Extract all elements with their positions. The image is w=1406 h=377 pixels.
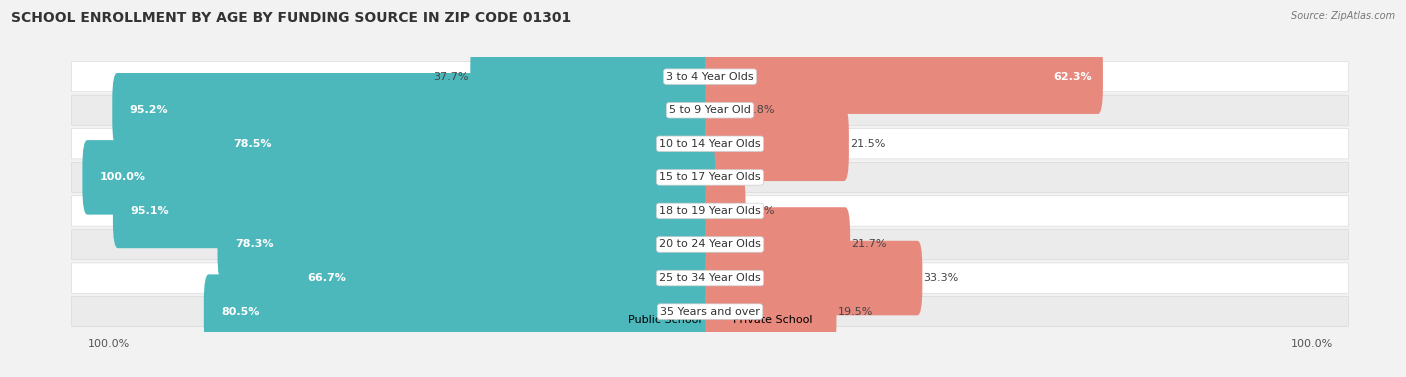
FancyBboxPatch shape — [704, 207, 851, 282]
FancyBboxPatch shape — [290, 241, 716, 315]
Text: 78.5%: 78.5% — [233, 139, 273, 149]
Text: 78.3%: 78.3% — [235, 239, 273, 250]
Text: 95.1%: 95.1% — [131, 206, 169, 216]
Text: 66.7%: 66.7% — [307, 273, 346, 283]
FancyBboxPatch shape — [112, 174, 716, 248]
FancyBboxPatch shape — [704, 107, 849, 181]
FancyBboxPatch shape — [72, 196, 1348, 226]
FancyBboxPatch shape — [704, 274, 837, 349]
Text: SCHOOL ENROLLMENT BY AGE BY FUNDING SOURCE IN ZIP CODE 01301: SCHOOL ENROLLMENT BY AGE BY FUNDING SOUR… — [11, 11, 571, 25]
FancyBboxPatch shape — [704, 241, 922, 315]
FancyBboxPatch shape — [204, 274, 716, 349]
Text: 33.3%: 33.3% — [924, 273, 959, 283]
Legend: Public School, Private School: Public School, Private School — [603, 310, 817, 329]
Text: 37.7%: 37.7% — [433, 72, 470, 82]
Text: 80.5%: 80.5% — [221, 307, 260, 317]
Text: 35 Years and over: 35 Years and over — [659, 307, 761, 317]
Text: 0.0%: 0.0% — [716, 172, 745, 182]
Text: 4.9%: 4.9% — [747, 206, 775, 216]
Text: 100.0%: 100.0% — [1291, 339, 1333, 349]
FancyBboxPatch shape — [72, 162, 1348, 193]
Text: 21.7%: 21.7% — [852, 239, 887, 250]
Text: 100.0%: 100.0% — [87, 339, 129, 349]
FancyBboxPatch shape — [218, 207, 716, 282]
FancyBboxPatch shape — [72, 297, 1348, 327]
Text: 100.0%: 100.0% — [100, 172, 146, 182]
FancyBboxPatch shape — [217, 107, 716, 181]
Text: 4.8%: 4.8% — [747, 105, 775, 115]
Text: 19.5%: 19.5% — [838, 307, 873, 317]
FancyBboxPatch shape — [704, 40, 1102, 114]
Text: Source: ZipAtlas.com: Source: ZipAtlas.com — [1291, 11, 1395, 21]
Text: 10 to 14 Year Olds: 10 to 14 Year Olds — [659, 139, 761, 149]
FancyBboxPatch shape — [72, 229, 1348, 260]
Text: 25 to 34 Year Olds: 25 to 34 Year Olds — [659, 273, 761, 283]
Text: 20 to 24 Year Olds: 20 to 24 Year Olds — [659, 239, 761, 250]
FancyBboxPatch shape — [470, 40, 716, 114]
FancyBboxPatch shape — [72, 263, 1348, 293]
Text: 95.2%: 95.2% — [129, 105, 169, 115]
Text: 18 to 19 Year Olds: 18 to 19 Year Olds — [659, 206, 761, 216]
FancyBboxPatch shape — [83, 140, 716, 215]
Text: 21.5%: 21.5% — [851, 139, 886, 149]
Text: 62.3%: 62.3% — [1053, 72, 1091, 82]
FancyBboxPatch shape — [72, 129, 1348, 159]
Text: 3 to 4 Year Olds: 3 to 4 Year Olds — [666, 72, 754, 82]
FancyBboxPatch shape — [704, 73, 745, 147]
Text: 5 to 9 Year Old: 5 to 9 Year Old — [669, 105, 751, 115]
FancyBboxPatch shape — [72, 95, 1348, 126]
Text: 15 to 17 Year Olds: 15 to 17 Year Olds — [659, 172, 761, 182]
FancyBboxPatch shape — [72, 61, 1348, 92]
FancyBboxPatch shape — [112, 73, 716, 147]
FancyBboxPatch shape — [704, 174, 745, 248]
